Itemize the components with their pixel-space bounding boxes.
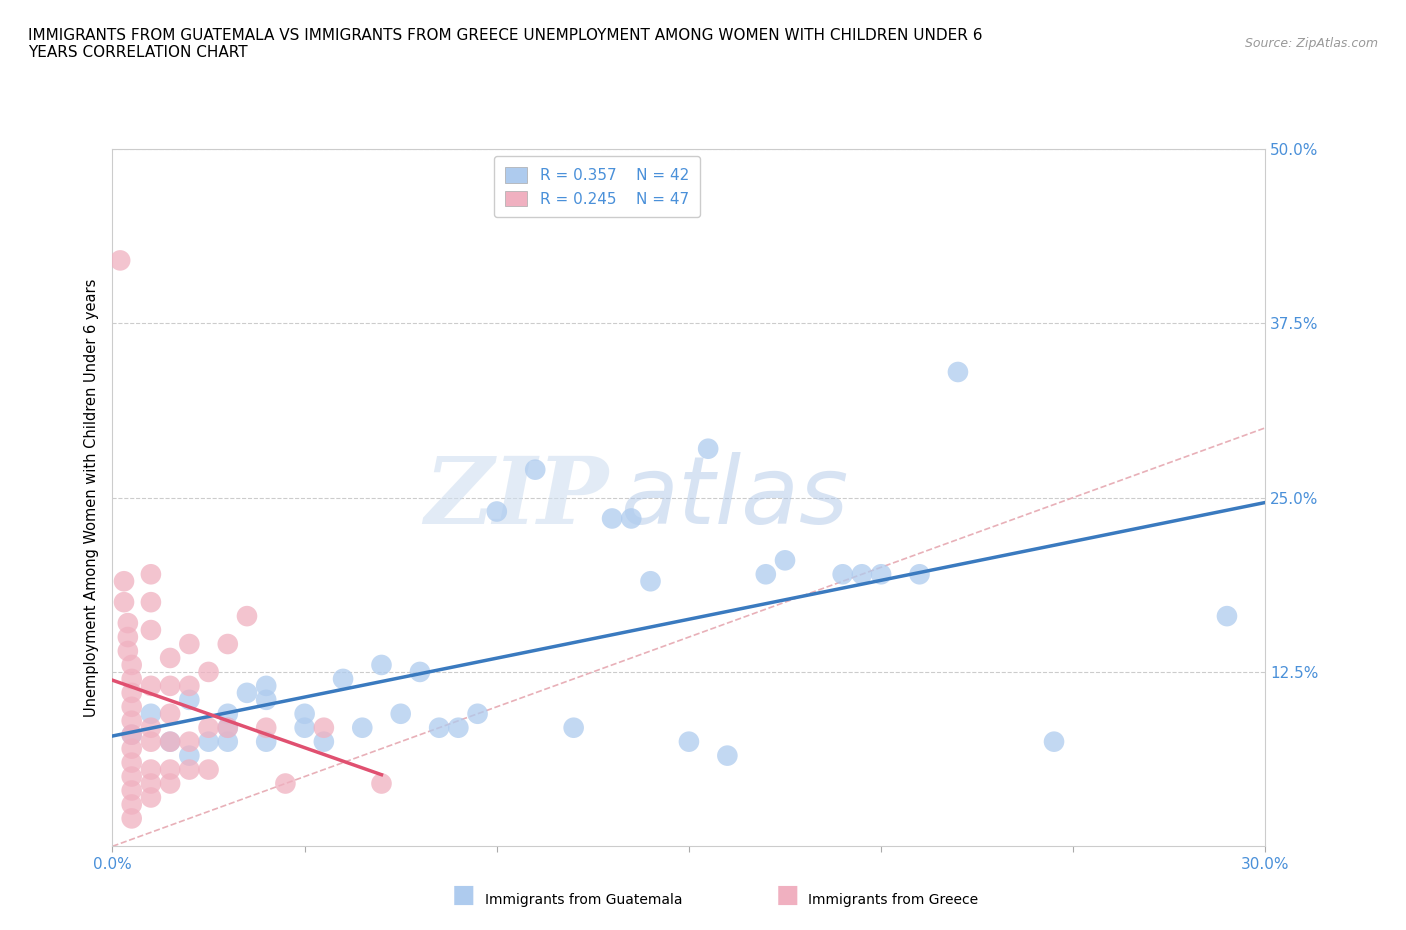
Point [370, 776, 392, 790]
Point [427, 721, 450, 736]
Point [755, 567, 778, 582]
Point [312, 721, 335, 736]
Point [600, 512, 623, 526]
Text: ZIP: ZIP [425, 453, 609, 542]
Point [352, 721, 374, 736]
Point [294, 721, 316, 736]
Point [159, 776, 181, 790]
Point [159, 679, 181, 694]
Point [197, 763, 219, 777]
Point [274, 776, 297, 790]
Point [117, 616, 139, 631]
Point [467, 707, 489, 722]
Point [294, 707, 316, 722]
Text: ■: ■ [776, 883, 799, 907]
Point [447, 721, 470, 736]
Point [121, 658, 143, 672]
Text: IMMIGRANTS FROM GUATEMALA VS IMMIGRANTS FROM GREECE UNEMPLOYMENT AMONG WOMEN WIT: IMMIGRANTS FROM GUATEMALA VS IMMIGRANTS … [28, 28, 983, 60]
Point [179, 763, 201, 777]
Point [121, 671, 143, 686]
Point [217, 735, 239, 750]
Point [112, 574, 135, 589]
Point [121, 727, 143, 742]
Point [678, 735, 700, 750]
Point [121, 713, 143, 728]
Point [139, 763, 162, 777]
Point [121, 769, 143, 784]
Point [121, 811, 143, 826]
Point [217, 637, 239, 652]
Point [254, 721, 277, 736]
Point [139, 776, 162, 790]
Point [121, 699, 143, 714]
Point [121, 741, 143, 756]
Point [197, 665, 219, 680]
Point [179, 748, 201, 763]
Text: Immigrants from Guatemala: Immigrants from Guatemala [485, 893, 682, 907]
Point [179, 679, 201, 694]
Point [117, 644, 139, 658]
Point [117, 630, 139, 644]
Point [121, 783, 143, 798]
Point [312, 735, 335, 750]
Y-axis label: Unemployment Among Women with Children Under 6 years: Unemployment Among Women with Children U… [84, 278, 100, 717]
Point [254, 679, 277, 694]
Point [217, 707, 239, 722]
Point [254, 692, 277, 708]
Point [409, 665, 432, 680]
Point [159, 763, 181, 777]
Point [121, 797, 143, 812]
Point [121, 755, 143, 770]
Text: ■: ■ [453, 883, 475, 907]
Point [254, 735, 277, 750]
Point [179, 735, 201, 750]
Point [217, 721, 239, 736]
Point [139, 679, 162, 694]
Point [139, 707, 162, 722]
Point [946, 365, 969, 379]
Point [112, 595, 135, 610]
Point [1216, 609, 1239, 624]
Point [159, 735, 181, 750]
Point [121, 685, 143, 700]
Text: Source: ZipAtlas.com: Source: ZipAtlas.com [1244, 37, 1378, 50]
Point [620, 512, 643, 526]
Point [139, 790, 162, 805]
Point [139, 721, 162, 736]
Point [1043, 735, 1066, 750]
Point [159, 651, 181, 666]
Point [773, 553, 796, 568]
Text: atlas: atlas [620, 452, 848, 543]
Point [389, 707, 412, 722]
Point [697, 442, 720, 457]
Point [236, 609, 259, 624]
Point [562, 721, 585, 736]
Point [139, 595, 162, 610]
Point [197, 721, 219, 736]
Point [524, 462, 547, 477]
Point [332, 671, 354, 686]
Point [197, 735, 219, 750]
Point [908, 567, 931, 582]
Point [179, 692, 201, 708]
Point [159, 735, 181, 750]
Point [139, 735, 162, 750]
Point [640, 574, 662, 589]
Point [121, 727, 143, 742]
Legend: R = 0.357    N = 42, R = 0.245    N = 47: R = 0.357 N = 42, R = 0.245 N = 47 [494, 156, 700, 218]
Point [870, 567, 893, 582]
Point [217, 721, 239, 736]
Point [108, 253, 131, 268]
Point [851, 567, 873, 582]
Point [831, 567, 853, 582]
Point [716, 748, 738, 763]
Point [159, 707, 181, 722]
Point [139, 623, 162, 638]
Point [179, 637, 201, 652]
Point [370, 658, 392, 672]
Point [236, 685, 259, 700]
Point [485, 504, 508, 519]
Text: Immigrants from Greece: Immigrants from Greece [808, 893, 979, 907]
Point [139, 567, 162, 582]
